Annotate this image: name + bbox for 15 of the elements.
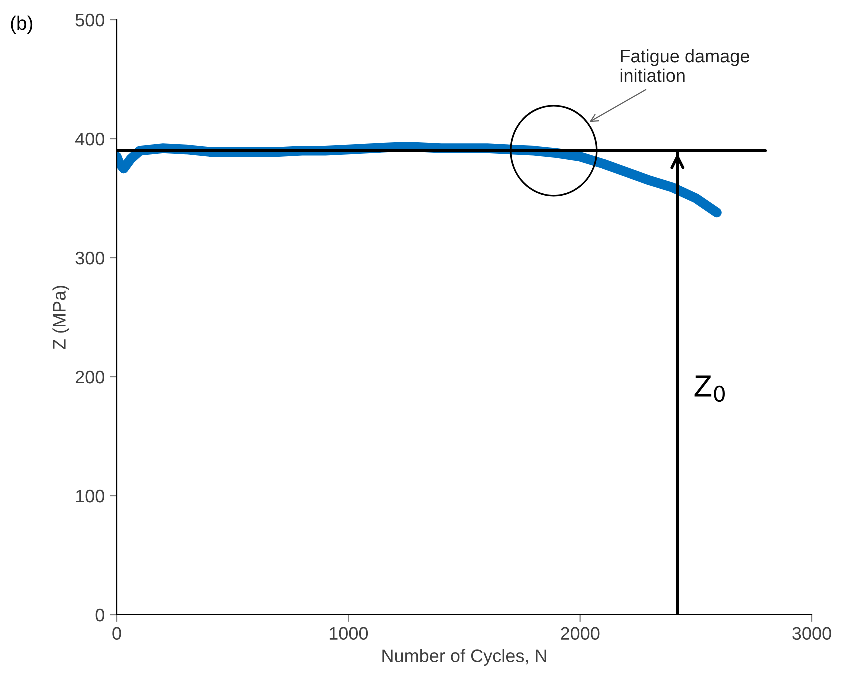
text: (b)	[11, 16, 33, 34]
x-tick-label: 3000	[792, 627, 832, 640]
y-axis-title: Z (MPa)	[52, 286, 70, 350]
x-tick-label: 1000	[330, 627, 368, 640]
x-tick-label: 2000	[561, 627, 600, 640]
y-tick-label: 0	[96, 608, 104, 622]
y-tick-label: 200	[76, 370, 104, 384]
y-tick-label: 500	[76, 14, 104, 27]
annotation: Fatigue damage initiation	[620, 49, 750, 82]
y-tick-label: 400	[75, 132, 104, 146]
y-tick-label: 100	[76, 490, 104, 503]
y-tick-label: 300	[76, 252, 104, 265]
annotation: Z$_{0}$	[694, 376, 725, 402]
x-axis-title: Number of Cycles, N	[382, 649, 546, 666]
x-tick-label: 0	[112, 627, 122, 640]
